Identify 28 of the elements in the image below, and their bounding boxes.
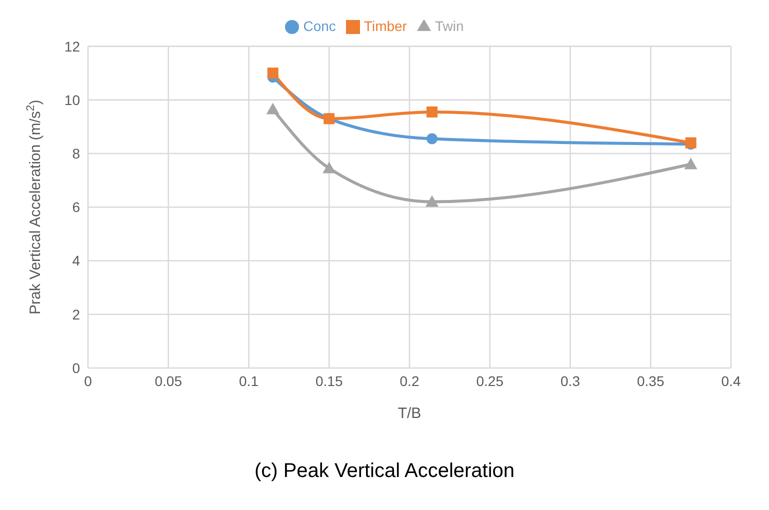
text: (c) Peak Vertical Acceleration	[253, 460, 516, 483]
x-tick-label: 0.15	[316, 372, 343, 389]
point	[426, 195, 439, 207]
legend-label: Timber	[364, 18, 407, 34]
point	[266, 102, 280, 114]
x-tick-label: 0.3	[560, 372, 580, 389]
y-tick-label: 4	[72, 252, 80, 269]
x-tick-label: 0.35	[637, 372, 664, 389]
point	[426, 106, 438, 118]
x-tick-label: 0.4	[721, 372, 741, 389]
y-tick-label: 8	[72, 146, 80, 162]
x-axis-title: T/B	[398, 405, 422, 422]
y-tick-label: 10	[64, 92, 80, 108]
x-tick-label: 0	[84, 372, 92, 389]
point	[426, 133, 438, 144]
y-tick-label: 0	[72, 360, 80, 376]
legend-label: Twin	[434, 18, 464, 34]
point	[322, 162, 336, 174]
x-tick-label: 0.25	[476, 372, 504, 389]
y-tick-label: 12	[64, 38, 80, 54]
point	[267, 68, 278, 79]
x-tick-label: 0.2	[400, 372, 420, 389]
x-tick-label: 0.1	[239, 372, 259, 389]
legend-label: Conc	[303, 18, 336, 34]
x-tick-label: 0.05	[154, 372, 182, 389]
y-tick-label: 2	[72, 306, 80, 322]
point	[684, 158, 698, 170]
y-tick-label: 6	[72, 199, 80, 216]
